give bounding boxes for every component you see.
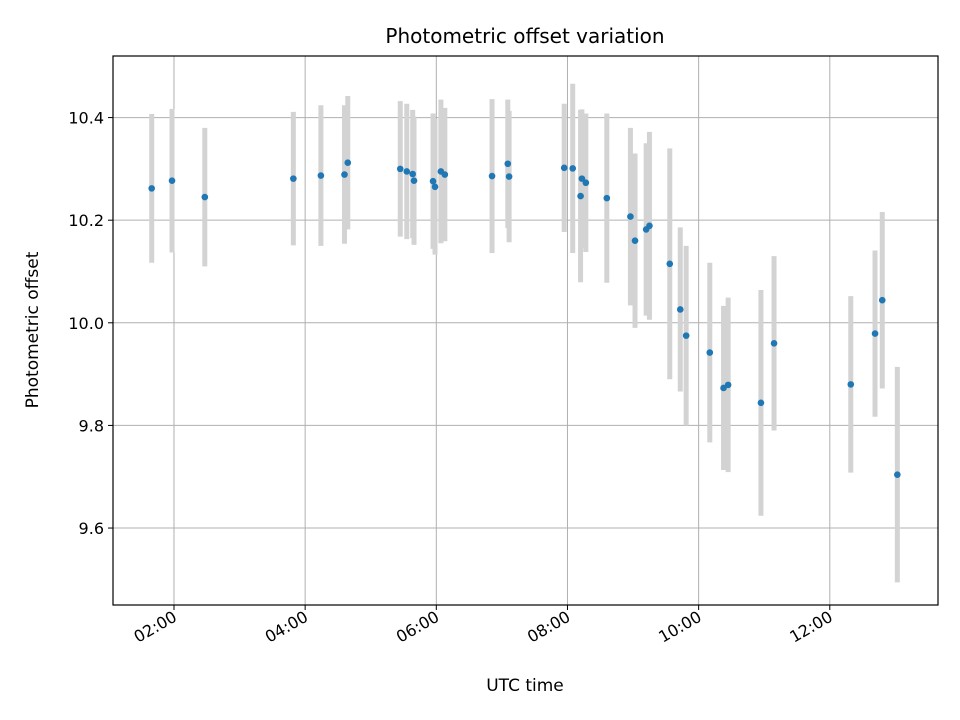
data-point xyxy=(560,164,568,172)
data-point xyxy=(770,340,778,347)
data-point xyxy=(148,185,155,192)
chart-title: Photometric offset variation xyxy=(385,24,664,48)
data-point xyxy=(317,172,325,179)
data-point xyxy=(488,172,496,180)
data-point xyxy=(646,222,653,230)
data-point xyxy=(505,173,513,180)
y-tick-label: 10.0 xyxy=(68,314,104,333)
data-point xyxy=(676,306,684,313)
plot-frame xyxy=(112,55,939,606)
data-point xyxy=(504,160,512,168)
x-axis-label: UTC time xyxy=(486,676,564,696)
data-point xyxy=(706,349,714,356)
data-point xyxy=(871,330,879,337)
data-point xyxy=(168,177,176,184)
data-point xyxy=(396,165,404,173)
y-axis-label: Photometric offset xyxy=(23,251,43,408)
data-point xyxy=(577,192,584,200)
y-tick-label: 9.8 xyxy=(79,416,104,435)
data-point xyxy=(627,213,634,220)
data-point xyxy=(682,332,690,339)
data-point xyxy=(894,471,901,478)
data-point xyxy=(410,177,418,184)
data-point xyxy=(582,179,590,187)
data-point xyxy=(631,237,639,245)
y-tick-label: 9.6 xyxy=(79,519,104,538)
data-point xyxy=(290,175,297,182)
data-point xyxy=(344,159,352,167)
data-point xyxy=(757,399,765,407)
y-tick-label: 10.2 xyxy=(68,211,104,230)
data-point xyxy=(201,193,209,201)
data-point xyxy=(847,381,855,388)
data-point xyxy=(878,296,886,304)
data-point xyxy=(403,168,411,175)
data-point xyxy=(341,171,348,178)
data-point xyxy=(431,183,439,191)
data-point xyxy=(724,381,732,389)
data-point xyxy=(441,171,449,178)
data-point xyxy=(603,194,611,202)
y-tick-label: 10.4 xyxy=(68,109,104,128)
data-points xyxy=(148,159,901,478)
data-point xyxy=(409,170,417,178)
data-point xyxy=(578,175,586,182)
data-point xyxy=(429,177,437,185)
data-point xyxy=(666,260,674,268)
data-point xyxy=(569,165,577,172)
